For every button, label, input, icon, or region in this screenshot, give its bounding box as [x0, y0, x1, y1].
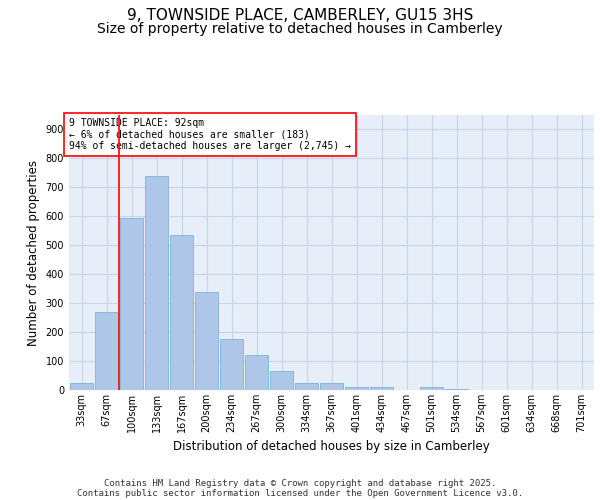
Bar: [295, 383, 318, 390]
Bar: [320, 383, 343, 390]
Bar: [70, 383, 93, 390]
Bar: [195, 292, 218, 390]
Bar: [120, 218, 143, 390]
Y-axis label: Number of detached properties: Number of detached properties: [27, 160, 40, 346]
Bar: [245, 356, 268, 390]
Bar: [220, 340, 243, 390]
X-axis label: Distribution of detached houses by size in Camberley: Distribution of detached houses by size …: [173, 440, 490, 454]
Bar: [370, 387, 393, 390]
Text: 9 TOWNSIDE PLACE: 92sqm
← 6% of detached houses are smaller (183)
94% of semi-de: 9 TOWNSIDE PLACE: 92sqm ← 6% of detached…: [69, 118, 351, 151]
Bar: [345, 387, 368, 390]
Bar: [170, 235, 193, 390]
Bar: [420, 387, 443, 390]
Text: Contains HM Land Registry data © Crown copyright and database right 2025.: Contains HM Land Registry data © Crown c…: [104, 478, 496, 488]
Bar: [270, 371, 293, 390]
Bar: [445, 388, 468, 390]
Text: Contains public sector information licensed under the Open Government Licence v3: Contains public sector information licen…: [77, 488, 523, 498]
Bar: [95, 312, 118, 390]
Text: Size of property relative to detached houses in Camberley: Size of property relative to detached ho…: [97, 22, 503, 36]
Bar: [145, 176, 168, 390]
Text: 9, TOWNSIDE PLACE, CAMBERLEY, GU15 3HS: 9, TOWNSIDE PLACE, CAMBERLEY, GU15 3HS: [127, 8, 473, 22]
